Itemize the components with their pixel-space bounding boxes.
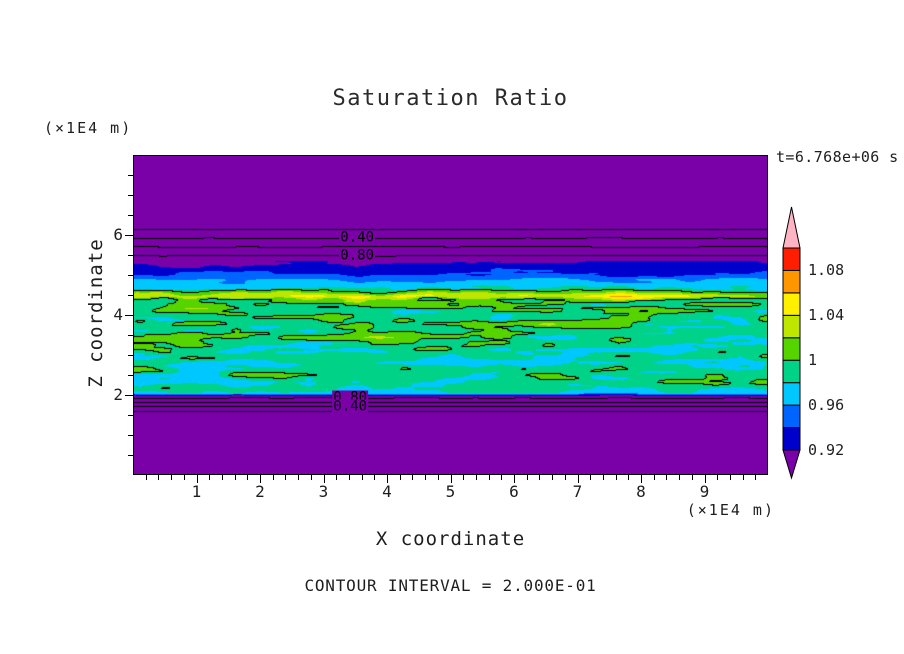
colorbar-cell: [782, 404, 801, 429]
colorbar-cell: [782, 269, 801, 294]
colorbar-tick-label: 1.08: [808, 261, 845, 280]
colorbar-tick-label: 0.96: [808, 396, 845, 415]
colorbar-cell: [782, 292, 801, 316]
z-axis-unit: (×1E4 m): [44, 119, 133, 137]
colorbar-tick-label: 0.92: [808, 441, 845, 459]
colorbar-cell: [782, 247, 801, 271]
x-tick-label: 9: [699, 482, 710, 501]
z-tick-label: 6: [113, 225, 123, 244]
contour-line-label: 0.80: [339, 247, 375, 264]
z-tick-label: 2: [113, 385, 123, 404]
colorbar-cell: [782, 314, 801, 339]
x-tick-label: 7: [572, 482, 583, 501]
x-tick-label: 6: [509, 482, 519, 501]
time-annotation: t=6.768e+06 s: [776, 148, 899, 166]
x-tick-label: 5: [445, 482, 456, 501]
colorbar-cell: [782, 382, 801, 406]
x-axis-unit: (×1E4 m): [686, 501, 775, 519]
colorbar-tick-label: 1.04: [808, 306, 845, 325]
contour-field: [133, 155, 768, 475]
chart-title: Saturation Ratio: [332, 86, 569, 111]
x-tick-label: 4: [382, 482, 392, 501]
colorbar-cell: [782, 427, 801, 451]
contour-line-label: 0.40: [339, 229, 375, 246]
colorbar-top-cap: [782, 206, 801, 249]
z-tick-label: 4: [113, 305, 123, 324]
x-axis-title: X coordinate: [375, 528, 526, 550]
x-tick-label: 1: [191, 482, 202, 501]
colorbar-bottom-cap: [782, 449, 801, 480]
contour-line-label: 0.40: [332, 398, 369, 415]
x-tick-label: 8: [636, 482, 646, 501]
colorbar-cell: [782, 337, 801, 361]
colorbar-tick-label: 1: [808, 351, 818, 370]
contour-interval-note: CONTOUR INTERVAL = 2.000E-01: [304, 576, 597, 595]
x-tick-label: 3: [318, 482, 329, 501]
colorbar-cell: [782, 359, 801, 384]
x-tick-label: 2: [255, 482, 265, 501]
